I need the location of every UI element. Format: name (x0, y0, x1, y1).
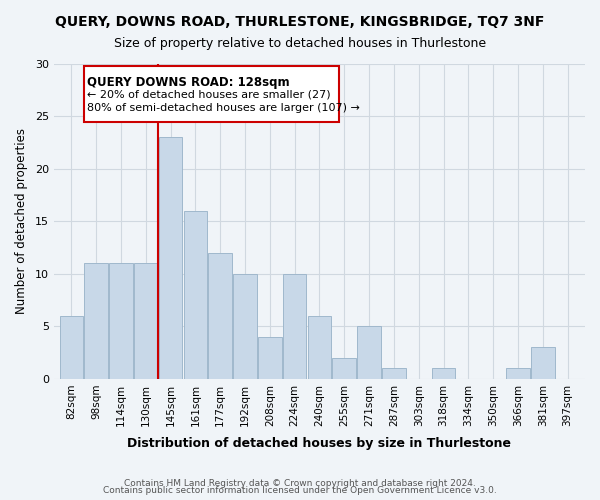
X-axis label: Distribution of detached houses by size in Thurlestone: Distribution of detached houses by size … (127, 437, 511, 450)
Bar (85, 264, 108, 379)
Bar (432, 368, 455, 379)
Bar (134, 264, 158, 379)
Text: Contains HM Land Registry data © Crown copyright and database right 2024.: Contains HM Land Registry data © Crown c… (124, 478, 476, 488)
Bar (258, 337, 281, 379)
Y-axis label: Number of detached properties: Number of detached properties (15, 128, 28, 314)
Text: Contains public sector information licensed under the Open Government Licence v3: Contains public sector information licen… (103, 486, 497, 495)
Bar (233, 274, 257, 379)
Bar (332, 358, 356, 379)
Bar (208, 253, 232, 379)
Text: ← 20% of detached houses are smaller (27): ← 20% of detached houses are smaller (27… (88, 89, 331, 99)
Bar (184, 211, 207, 379)
Bar (283, 274, 307, 379)
Text: QUERY, DOWNS ROAD, THURLESTONE, KINGSBRIDGE, TQ7 3NF: QUERY, DOWNS ROAD, THURLESTONE, KINGSBRI… (55, 15, 545, 29)
Bar (506, 368, 530, 379)
FancyBboxPatch shape (84, 66, 340, 122)
Bar (531, 348, 554, 379)
Bar (159, 138, 182, 379)
Bar (358, 326, 381, 379)
Text: QUERY DOWNS ROAD: 128sqm: QUERY DOWNS ROAD: 128sqm (88, 76, 290, 88)
Bar (109, 264, 133, 379)
Text: 80% of semi-detached houses are larger (107) →: 80% of semi-detached houses are larger (… (88, 103, 361, 113)
Bar (59, 316, 83, 379)
Bar (308, 316, 331, 379)
Text: Size of property relative to detached houses in Thurlestone: Size of property relative to detached ho… (114, 38, 486, 51)
Bar (382, 368, 406, 379)
